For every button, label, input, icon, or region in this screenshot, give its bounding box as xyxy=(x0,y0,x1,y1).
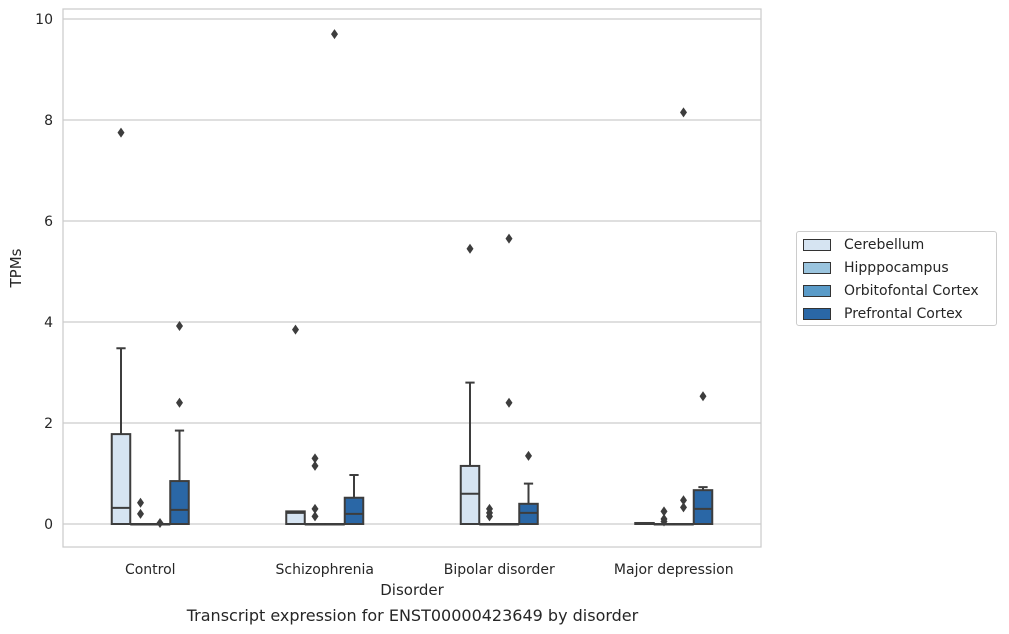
legend-swatch-cerebellum xyxy=(803,239,831,251)
box-cerebellum xyxy=(634,521,655,525)
outlier-point xyxy=(525,450,532,461)
outlier-point xyxy=(680,495,687,506)
box-prefrontal-cortex xyxy=(169,321,190,526)
outlier-point xyxy=(311,453,319,464)
legend-label-hippocampus: Hipppocampus xyxy=(844,260,949,276)
box-hipppocampus xyxy=(479,503,500,526)
outlier-point xyxy=(292,324,299,335)
tick-labels: 0 2 4 6 8 10 Control Schizophrenia Bipolar disor… xyxy=(35,12,733,578)
outlier-point xyxy=(331,29,338,40)
legend-item-cerebellum: Cerebellum xyxy=(803,235,924,255)
iqr-box xyxy=(518,502,539,525)
legend-swatch-orbitofrontal xyxy=(803,285,831,297)
outlier-point xyxy=(660,506,668,517)
outlier-point xyxy=(660,516,668,527)
outlier-point xyxy=(505,233,513,244)
iqr-box xyxy=(169,480,190,526)
outlier-point xyxy=(680,107,687,118)
box-orbitofontal-cortex xyxy=(673,107,694,526)
box-cerebellum xyxy=(459,243,481,525)
iqr-box xyxy=(285,510,306,525)
box-cerebellum xyxy=(285,324,306,525)
legend-swatch-prefrontal xyxy=(803,308,831,320)
box-prefrontal-cortex xyxy=(692,391,714,526)
outlier-point xyxy=(505,397,513,408)
box-prefrontal-cortex xyxy=(518,450,539,525)
x-tick-label: Schizophrenia xyxy=(276,562,374,578)
x-axis-title: Disorder xyxy=(380,581,444,599)
y-axis-title: TPMs xyxy=(7,248,25,288)
iqr-box xyxy=(110,433,132,525)
outlier-point xyxy=(311,503,319,514)
outlier-point xyxy=(176,321,183,332)
box-orbitofontal-cortex xyxy=(324,29,345,526)
legend-item-hippocampus: Hipppocampus xyxy=(803,258,949,278)
outlier-point xyxy=(486,511,493,522)
outlier-point xyxy=(137,508,144,519)
y-tick-label: 6 xyxy=(44,214,53,230)
outlier-point xyxy=(137,497,144,508)
legend-label-orbitofrontal: Orbitofontal Cortex xyxy=(844,283,979,299)
y-tick-label: 2 xyxy=(44,416,53,432)
legend: Cerebellum Hipppocampus Orbitofontal Cor… xyxy=(796,231,997,326)
box-cerebellum xyxy=(110,127,132,525)
x-tick-label: Major depression xyxy=(614,562,734,578)
y-tick-label: 4 xyxy=(44,315,53,331)
legend-item-prefrontal: Prefrontal Cortex xyxy=(803,304,963,324)
outlier-point xyxy=(699,391,707,402)
outlier-point xyxy=(156,517,164,528)
gridlines xyxy=(63,18,761,525)
y-tick-label: 0 xyxy=(44,517,53,533)
iqr-box xyxy=(343,496,365,525)
legend-swatch-hippocampus xyxy=(803,262,831,274)
plot-area-frame xyxy=(62,8,762,548)
box-hipppocampus xyxy=(130,497,151,526)
outlier-point xyxy=(680,502,687,513)
box-orbitofontal-cortex xyxy=(498,233,520,526)
outlier-point xyxy=(117,127,125,138)
box-hipppocampus xyxy=(304,453,326,526)
outlier-point xyxy=(311,460,319,471)
figure-caption: Transcript expression for ENST0000042364… xyxy=(186,606,639,625)
iqr-box xyxy=(692,489,714,526)
box-series-layer xyxy=(110,29,714,528)
box-orbitofontal-cortex xyxy=(149,517,171,528)
outlier-point xyxy=(176,397,183,408)
legend-item-orbitofrontal: Orbitofontal Cortex xyxy=(803,281,979,301)
outlier-point xyxy=(311,511,319,522)
legend-label-cerebellum: Cerebellum xyxy=(844,237,925,253)
box-prefrontal-cortex xyxy=(343,474,365,525)
x-tick-label: Control xyxy=(125,562,176,578)
y-tick-label: 8 xyxy=(44,113,53,129)
iqr-box xyxy=(459,464,481,525)
legend-label-prefrontal: Prefrontal Cortex xyxy=(844,306,963,322)
y-tick-label: 10 xyxy=(35,12,53,28)
box-hipppocampus xyxy=(653,506,675,527)
outlier-point xyxy=(466,243,474,254)
x-tick-label: Bipolar disorder xyxy=(444,562,555,578)
